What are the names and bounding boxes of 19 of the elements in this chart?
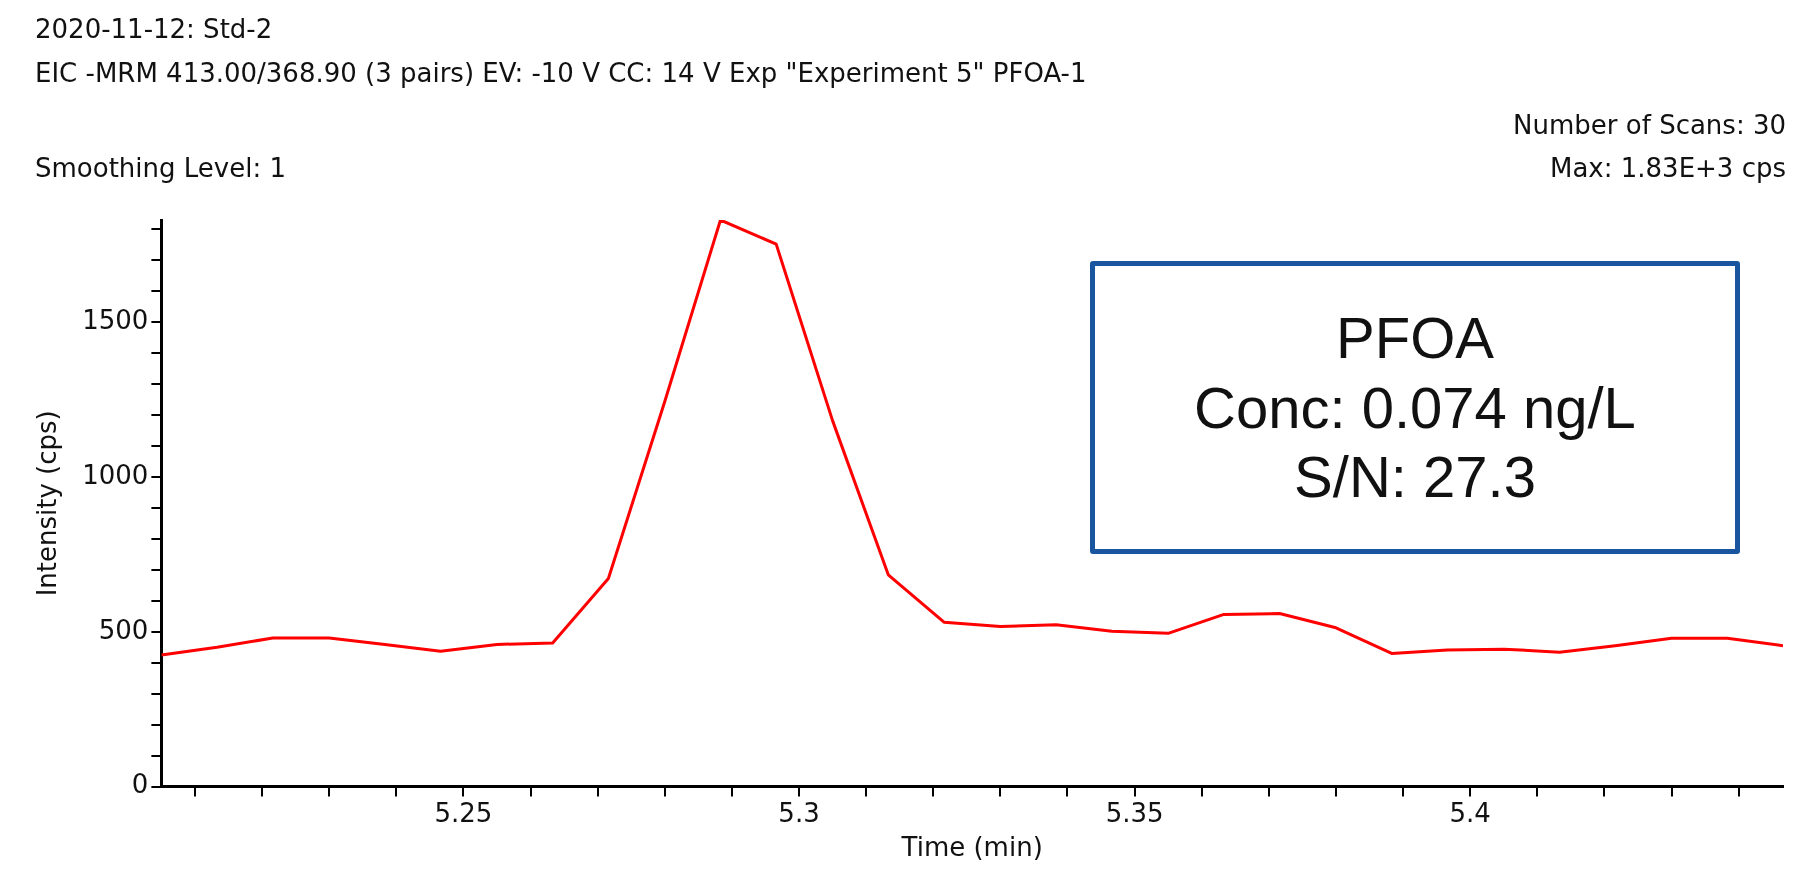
chart-title: 2020-11-12: Std-2 — [35, 14, 273, 44]
text: Max: 1.83E+3 cps — [1549, 153, 1786, 183]
y-tick-label: 1500 — [82, 304, 149, 335]
y-tick-label: 0 — [131, 769, 149, 800]
text: Number of Scans: 30 — [1513, 110, 1786, 140]
x-tick-label: 5.3 — [778, 797, 820, 828]
x-tick-label: 5.35 — [1105, 797, 1164, 828]
x-axis-title: Time (min) — [900, 832, 1043, 863]
annotation: Conc: 0.074 ng/L — [1194, 373, 1636, 442]
annotation: S/N: 27.3 — [1294, 443, 1536, 512]
annotation: PFOA — [1336, 304, 1494, 373]
y-tick-label: 500 — [98, 614, 149, 645]
chart-subtitle: EIC -MRM 413.00/368.90 (3 pairs) EV: -10 V CC: 14 V Exp "Experiment 5" PFOA-1 — [35, 58, 1087, 88]
y-tick-label: 1000 — [82, 459, 149, 490]
x-tick-label: 5.25 — [434, 797, 493, 828]
x-tick-label: 5.4 — [1449, 797, 1491, 828]
y-axis-title: Intensity (cps) — [32, 410, 63, 597]
text: Smoothing Level: 1 — [35, 153, 286, 183]
text-frame: PFOA Conc: 0.074 ng/L S/N: 27.3 — [1090, 261, 1740, 554]
